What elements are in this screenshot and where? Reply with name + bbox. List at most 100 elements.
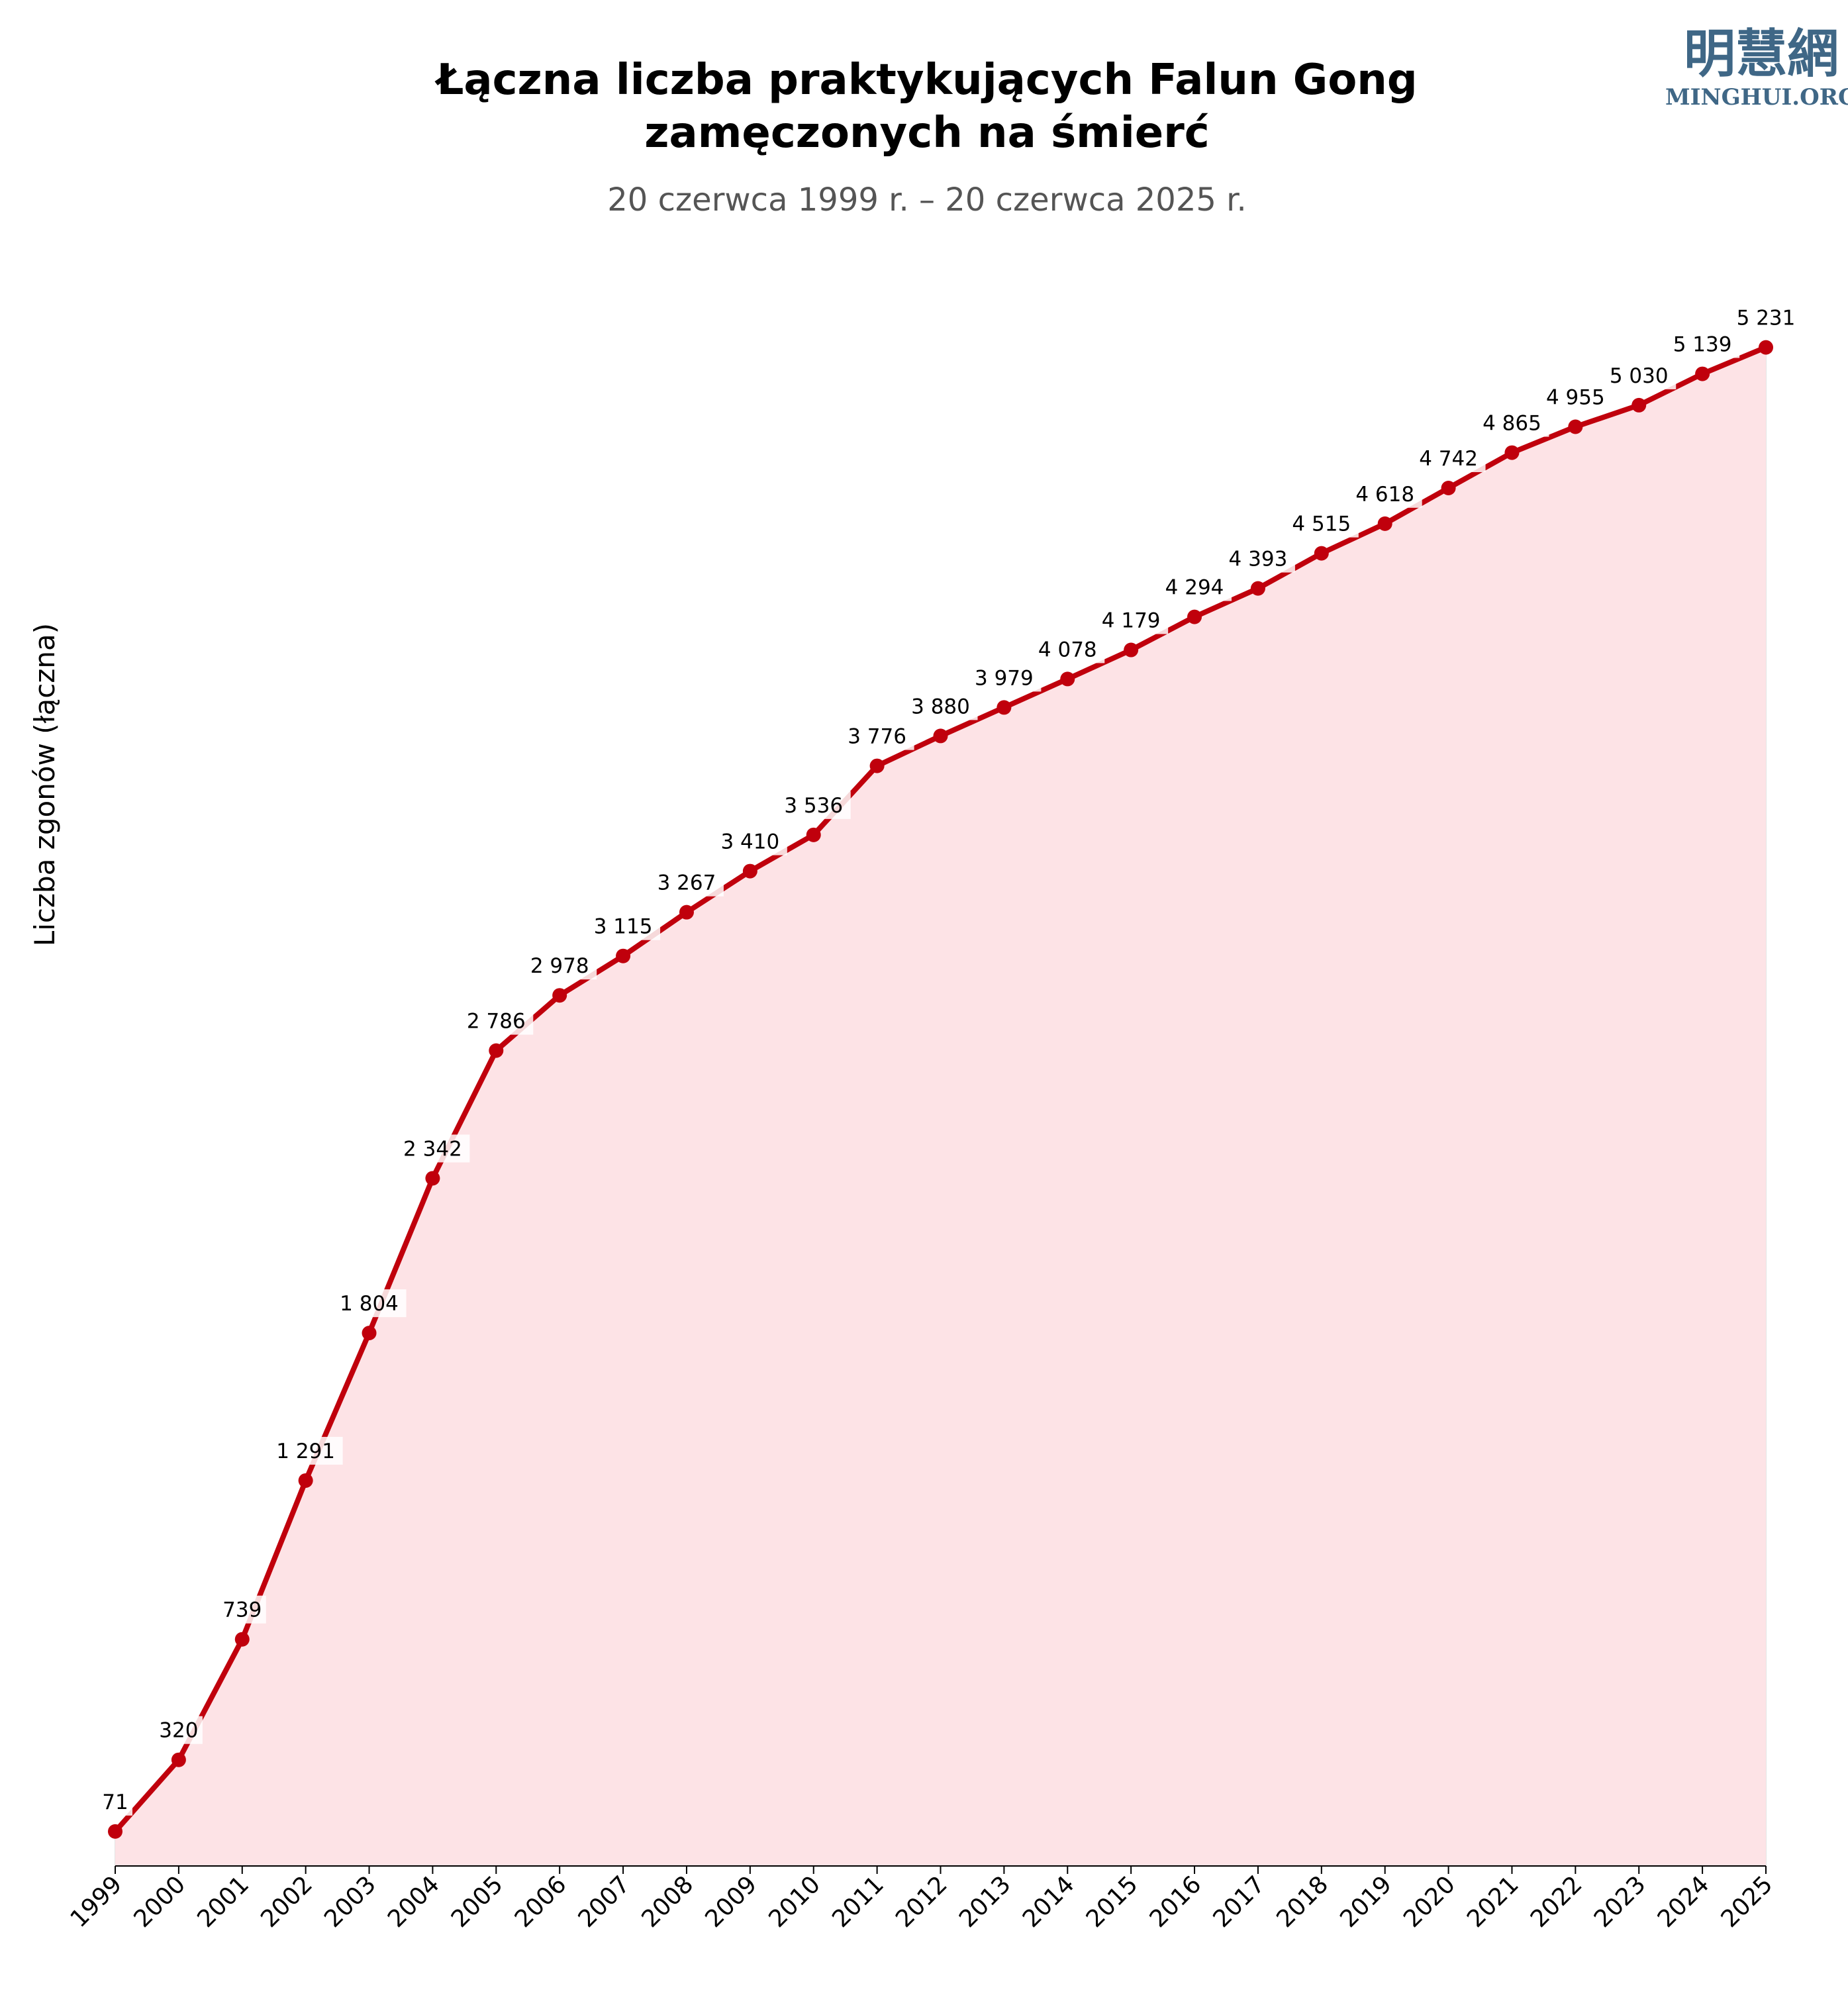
data-label-2015: 4 179 <box>1102 609 1161 633</box>
data-label-bg-2002 <box>268 1436 343 1465</box>
data-point-2014 <box>1060 671 1075 687</box>
data-label-bg-2012 <box>903 692 978 720</box>
x-tick-label-2014: 2014 <box>1018 1871 1080 1933</box>
data-label-bg-2024 <box>1665 330 1740 358</box>
data-point-2006 <box>552 988 567 1003</box>
x-tick-label-2025: 2025 <box>1716 1871 1778 1933</box>
data-label-bg-2006 <box>522 952 597 980</box>
logo-chinese: 明慧網 <box>1684 24 1839 84</box>
chart-subtitle: 20 czerwca 1999 r. – 20 czerwca 2025 r. <box>607 181 1247 219</box>
x-tick-label-2015: 2015 <box>1081 1871 1143 1933</box>
data-point-2003 <box>362 1326 377 1341</box>
data-label-1999: 71 <box>102 1790 128 1814</box>
data-point-2013 <box>997 700 1012 715</box>
data-label-2009: 3 410 <box>720 830 779 854</box>
x-tick-label-1999: 1999 <box>66 1871 128 1933</box>
data-label-bg-2004 <box>395 1134 470 1163</box>
data-point-2017 <box>1250 581 1265 596</box>
data-label-bg-2010 <box>776 791 851 819</box>
x-tick-label-2011: 2011 <box>827 1871 889 1933</box>
data-label-bg-2000 <box>154 1716 203 1744</box>
x-tick-label-2017: 2017 <box>1208 1871 1271 1933</box>
x-tick-label-2016: 2016 <box>1145 1871 1207 1933</box>
x-tick-label-2013: 2013 <box>954 1871 1016 1933</box>
data-label-2018: 4 515 <box>1292 513 1351 536</box>
data-point-2004 <box>425 1171 440 1186</box>
data-label-2025: 5 231 <box>1737 307 1796 330</box>
x-tick-label-2018: 2018 <box>1271 1871 1334 1933</box>
data-point-2023 <box>1631 397 1647 413</box>
data-label-2013: 3 979 <box>975 666 1034 690</box>
data-point-2025 <box>1759 340 1773 355</box>
x-tick-label-2008: 2008 <box>637 1871 699 1933</box>
data-label-bg-2011 <box>840 722 914 750</box>
data-point-1999 <box>108 1824 122 1839</box>
data-point-2019 <box>1377 516 1392 531</box>
data-label-bg-2019 <box>1347 479 1422 508</box>
data-point-2005 <box>489 1043 504 1058</box>
data-label-2002: 1 291 <box>276 1440 335 1463</box>
data-label-2023: 5 030 <box>1610 364 1669 388</box>
data-label-2021: 4 865 <box>1483 412 1541 436</box>
data-point-2020 <box>1441 481 1456 496</box>
x-tick-label-2004: 2004 <box>383 1871 445 1933</box>
data-label-bg-2022 <box>1538 383 1613 411</box>
logo-english: MINGHUI.ORG <box>1665 84 1848 111</box>
data-label-bg-2017 <box>1220 544 1295 573</box>
data-label-2005: 2 786 <box>467 1010 526 1034</box>
data-label-2024: 5 139 <box>1673 333 1732 357</box>
data-label-bg-2021 <box>1475 409 1549 437</box>
data-label-bg-2025 <box>1729 303 1803 332</box>
data-label-2001: 739 <box>222 1598 262 1622</box>
data-point-2008 <box>679 905 694 920</box>
data-point-2015 <box>1124 642 1139 658</box>
data-label-2007: 3 115 <box>594 915 653 939</box>
data-label-bg-2014 <box>1030 635 1105 663</box>
data-point-2000 <box>171 1752 186 1767</box>
data-point-2011 <box>869 758 885 773</box>
data-point-2016 <box>1187 609 1202 624</box>
x-tick-label-2010: 2010 <box>763 1871 826 1933</box>
data-point-2002 <box>298 1473 313 1488</box>
x-tick-label-2003: 2003 <box>319 1871 381 1933</box>
data-point-2022 <box>1568 419 1583 434</box>
data-label-bg-2018 <box>1284 509 1359 538</box>
data-label-bg-2013 <box>967 663 1042 692</box>
chart-title-line1: Łączna liczba praktykujących Falun Gong <box>434 56 1417 105</box>
x-tick-label-2023: 2023 <box>1589 1871 1651 1933</box>
data-point-2001 <box>234 1632 250 1647</box>
x-tick-label-2005: 2005 <box>446 1871 509 1933</box>
x-tick-label-2012: 2012 <box>891 1871 953 1933</box>
data-label-bg-2023 <box>1602 361 1677 389</box>
data-point-2007 <box>616 948 631 963</box>
data-point-2009 <box>742 863 757 879</box>
data-label-bg-2001 <box>218 1595 266 1624</box>
x-tick-label-2009: 2009 <box>700 1871 762 1933</box>
data-label-bg-2007 <box>586 912 661 940</box>
x-tick-label-2022: 2022 <box>1526 1871 1588 1933</box>
chart-title-line2: zamęczonych na śmierć <box>644 109 1209 158</box>
x-tick-label-2006: 2006 <box>510 1871 572 1933</box>
data-point-2010 <box>806 827 821 842</box>
data-label-2016: 4 294 <box>1165 576 1224 600</box>
x-tick-label-2000: 2000 <box>128 1871 191 1933</box>
x-tick-label-2020: 2020 <box>1398 1871 1461 1933</box>
data-label-2008: 3 267 <box>657 871 716 895</box>
x-tick-label-2019: 2019 <box>1335 1871 1397 1933</box>
data-label-2004: 2 342 <box>403 1137 462 1161</box>
data-label-2003: 1 804 <box>340 1292 399 1316</box>
data-label-bg-2015 <box>1094 606 1169 634</box>
data-label-2020: 4 742 <box>1419 447 1478 471</box>
data-label-bg-2008 <box>649 868 724 897</box>
data-point-2024 <box>1695 366 1710 381</box>
data-label-2006: 2 978 <box>530 954 589 978</box>
points-layer <box>108 340 1773 1839</box>
data-point-2021 <box>1504 445 1520 460</box>
x-tick-label-2001: 2001 <box>192 1871 254 1933</box>
area-layer <box>115 347 1766 1866</box>
data-label-2022: 4 955 <box>1546 385 1605 409</box>
x-tick-label-2021: 2021 <box>1462 1871 1524 1933</box>
data-label-bg-1999 <box>98 1787 132 1816</box>
data-label-2014: 4 078 <box>1038 638 1097 662</box>
